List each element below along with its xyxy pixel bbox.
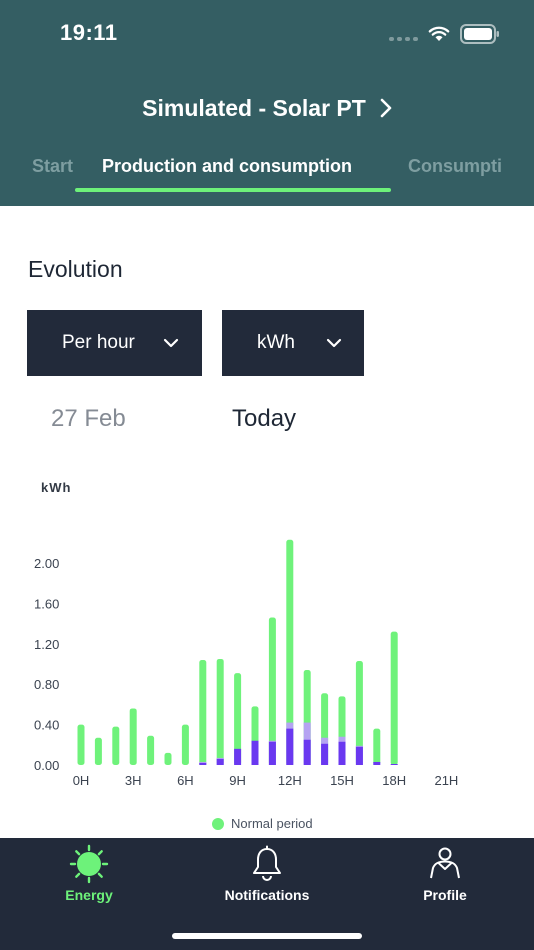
chevron-down-icon [163,338,179,348]
y-tick-label: 0.80 [34,677,59,692]
unit-dropdown-value: kWh [257,332,295,353]
nav-notifications-label: Notifications [224,887,310,903]
bar-normal-period [112,726,120,765]
y-axis-label: kWh [41,480,71,495]
installation-selector[interactable]: Simulated - Solar PT [0,92,534,124]
bar-segment-primary [373,761,381,765]
x-tick-label: 9H [229,773,246,788]
y-tick-label: 1.20 [34,637,59,652]
x-tick-label: 0H [73,773,90,788]
bar-normal-period [199,659,207,765]
unit-dropdown[interactable]: kWh [222,310,364,376]
y-tick-label: 2.00 [34,556,59,571]
x-tick-label: 18H [382,773,406,788]
date-previous[interactable]: 27 Feb [51,405,126,432]
tab-production-consumption[interactable]: Production and consumption [102,156,352,176]
bar-normal-period [181,724,189,765]
chevron-down-icon [326,338,342,348]
x-tick-label: 6H [177,773,194,788]
nav-profile[interactable]: Profile [356,838,534,928]
tab-consumption[interactable]: Consumpti [408,156,502,176]
bottom-navigation: Energy Notifications Profile [0,838,534,950]
bar-segment-primary [355,746,363,765]
period-dropdown-value: Per hour [62,332,135,353]
bar-normal-period [373,728,381,765]
y-tick-label: 1.60 [34,596,59,611]
bar-segment-primary [303,739,311,765]
x-tick-label: 15H [330,773,354,788]
bar-segment-primary [268,741,276,765]
bar-normal-period [234,673,242,765]
y-tick-label: 0.40 [34,718,59,733]
user-icon [428,844,462,884]
x-tick-label: 3H [125,773,142,788]
bar-normal-period [216,658,224,765]
x-tick-label: 21H [434,773,458,788]
nav-energy[interactable]: Energy [0,838,178,928]
bar-segment-primary [234,748,242,765]
bar-normal-period [355,660,363,765]
bar-normal-period [77,724,85,765]
energy-bar-chart: kWh 0.00 0.40 0.80 1.20 1.60 2.00 0H 3H 6H 9H 12H 15… [34,480,458,788]
nav-energy-label: Energy [65,887,113,903]
bar-segment-primary [321,743,329,765]
bar-segment-primary [199,762,207,765]
tab-start[interactable]: Start [32,156,74,176]
bar-segment-primary [286,728,294,765]
nav-notifications[interactable]: Notifications [178,838,356,928]
bar-normal-period [390,631,398,765]
legend-swatch [212,817,224,830]
home-indicator[interactable] [172,933,362,939]
nav-profile-label: Profile [423,887,467,903]
legend-label: Normal period [231,816,313,831]
wifi-icon [428,26,450,41]
cellular-signal-icon [389,37,418,41]
chart-legend: Normal period [212,816,313,831]
section-title: Evolution [28,256,123,282]
bar-normal-period [129,708,137,765]
chevron-right-icon [380,98,392,118]
bar-segment-primary [216,758,224,765]
bar-normal-period [164,752,172,765]
sun-icon [69,844,109,884]
period-dropdown[interactable]: Per hour [27,310,202,376]
bar-normal-period [268,617,276,765]
active-tab-indicator [75,188,391,192]
x-tick-label: 12H [278,773,302,788]
installation-title: Simulated - Solar PT [142,94,366,121]
battery-icon [460,24,499,44]
bell-icon [250,844,284,884]
y-tick-label: 0.00 [34,758,59,773]
date-current[interactable]: Today [232,405,297,432]
bar-segment-primary [390,763,398,765]
bar-normal-period [286,539,294,765]
status-time: 19:11 [60,20,118,45]
bar-segment-primary [338,741,346,765]
bar-normal-period [147,735,155,765]
bar-normal-period [94,737,102,765]
bar-segment-primary [251,740,259,765]
app-header: 19:11 Simulated - Solar PT Start Product… [0,0,534,206]
